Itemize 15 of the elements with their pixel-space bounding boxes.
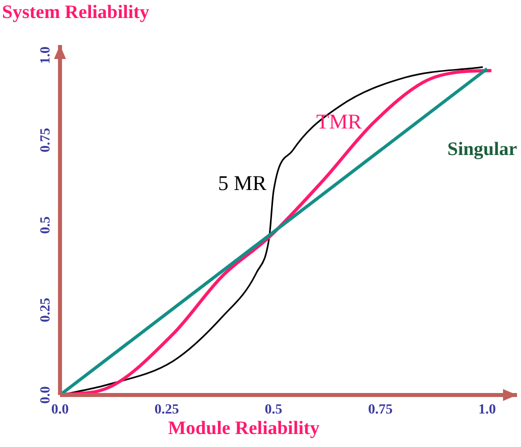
x-axis-title: Module Reliability <box>168 418 320 440</box>
y-tick-label: 0.75 <box>38 128 54 152</box>
series-label: Singular <box>447 139 518 160</box>
y-tick-label: 1.0 <box>38 46 54 64</box>
series-label: TMR <box>316 110 362 134</box>
x-tick-label: 0.5 <box>264 402 282 418</box>
y-axis-title: System Reliability <box>2 2 150 24</box>
x-tick-label: 0.25 <box>154 402 180 418</box>
y-tick-label: 0.5 <box>38 216 54 234</box>
y-tick-label: 0.0 <box>38 386 54 404</box>
x-tick-label: 1.0 <box>478 402 496 418</box>
series-label: 5 MR <box>218 170 266 195</box>
y-tick-label: 0.25 <box>38 298 54 322</box>
x-tick-label: 0.0 <box>51 402 69 418</box>
x-tick-label: 0.75 <box>368 402 393 418</box>
